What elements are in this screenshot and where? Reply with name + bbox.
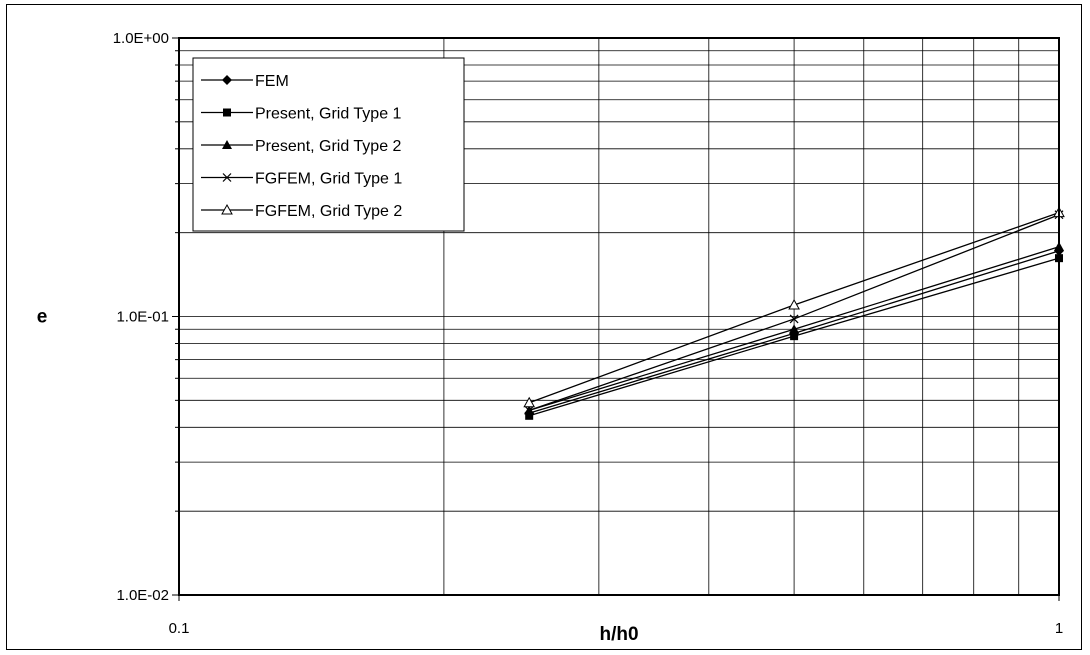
tick-layer: 1.0E-02 1.0E-01 1.0E+00 0.1 1: [113, 30, 1063, 637]
chart-frame: [6, 4, 1082, 650]
legend-marker: [222, 75, 232, 85]
legend-label: FEM: [255, 73, 289, 90]
cross-stroke: [222, 173, 232, 182]
data-point: [789, 324, 800, 334]
data-point: [790, 332, 799, 341]
legend: FEM Present, Grid Type 1 Present, Grid Typ…: [192, 57, 465, 232]
legend-label: FGFEM, Grid Type 1: [255, 171, 402, 188]
legend-marker: [223, 108, 231, 117]
legend-label: Present, Grid Type 2: [255, 138, 402, 155]
x-tick-label: 1: [1055, 620, 1063, 637]
y-axis-title: e: [37, 307, 48, 328]
legend-label: Present, Grid Type 1: [255, 106, 402, 123]
data-point: [525, 411, 534, 420]
series-layer: [523, 206, 1065, 420]
legend-item: FGFEM, Grid Type 2: [201, 203, 402, 220]
data-point: [524, 405, 534, 415]
legend-marker: [221, 203, 233, 215]
legend-marker: [222, 140, 232, 149]
y-tick-label: 1.0E+00: [113, 30, 169, 47]
legend-item: Present, Grid Type 1: [201, 106, 402, 123]
x-tick-label: 0.1: [169, 620, 190, 637]
legend-item: FEM: [201, 73, 289, 90]
legend-item: Present, Grid Type 2: [201, 138, 402, 155]
cross-stroke: [789, 314, 799, 324]
legend-items: FEM Present, Grid Type 1 Present, Grid Typ…: [201, 73, 402, 220]
data-point: [523, 396, 536, 408]
legend-item: FGFEM, Grid Type 1: [201, 171, 402, 188]
cross-stroke: [524, 405, 534, 415]
y-tick-label: 1.0E-01: [116, 309, 169, 326]
legend-label: FGFEM, Grid Type 2: [255, 203, 402, 220]
x-axis-title: h/h0: [599, 624, 638, 645]
y-tick-label: 1.0E-02: [116, 587, 169, 604]
data-point: [789, 314, 799, 324]
legend-marker: [222, 173, 232, 182]
data-point: [788, 298, 800, 310]
